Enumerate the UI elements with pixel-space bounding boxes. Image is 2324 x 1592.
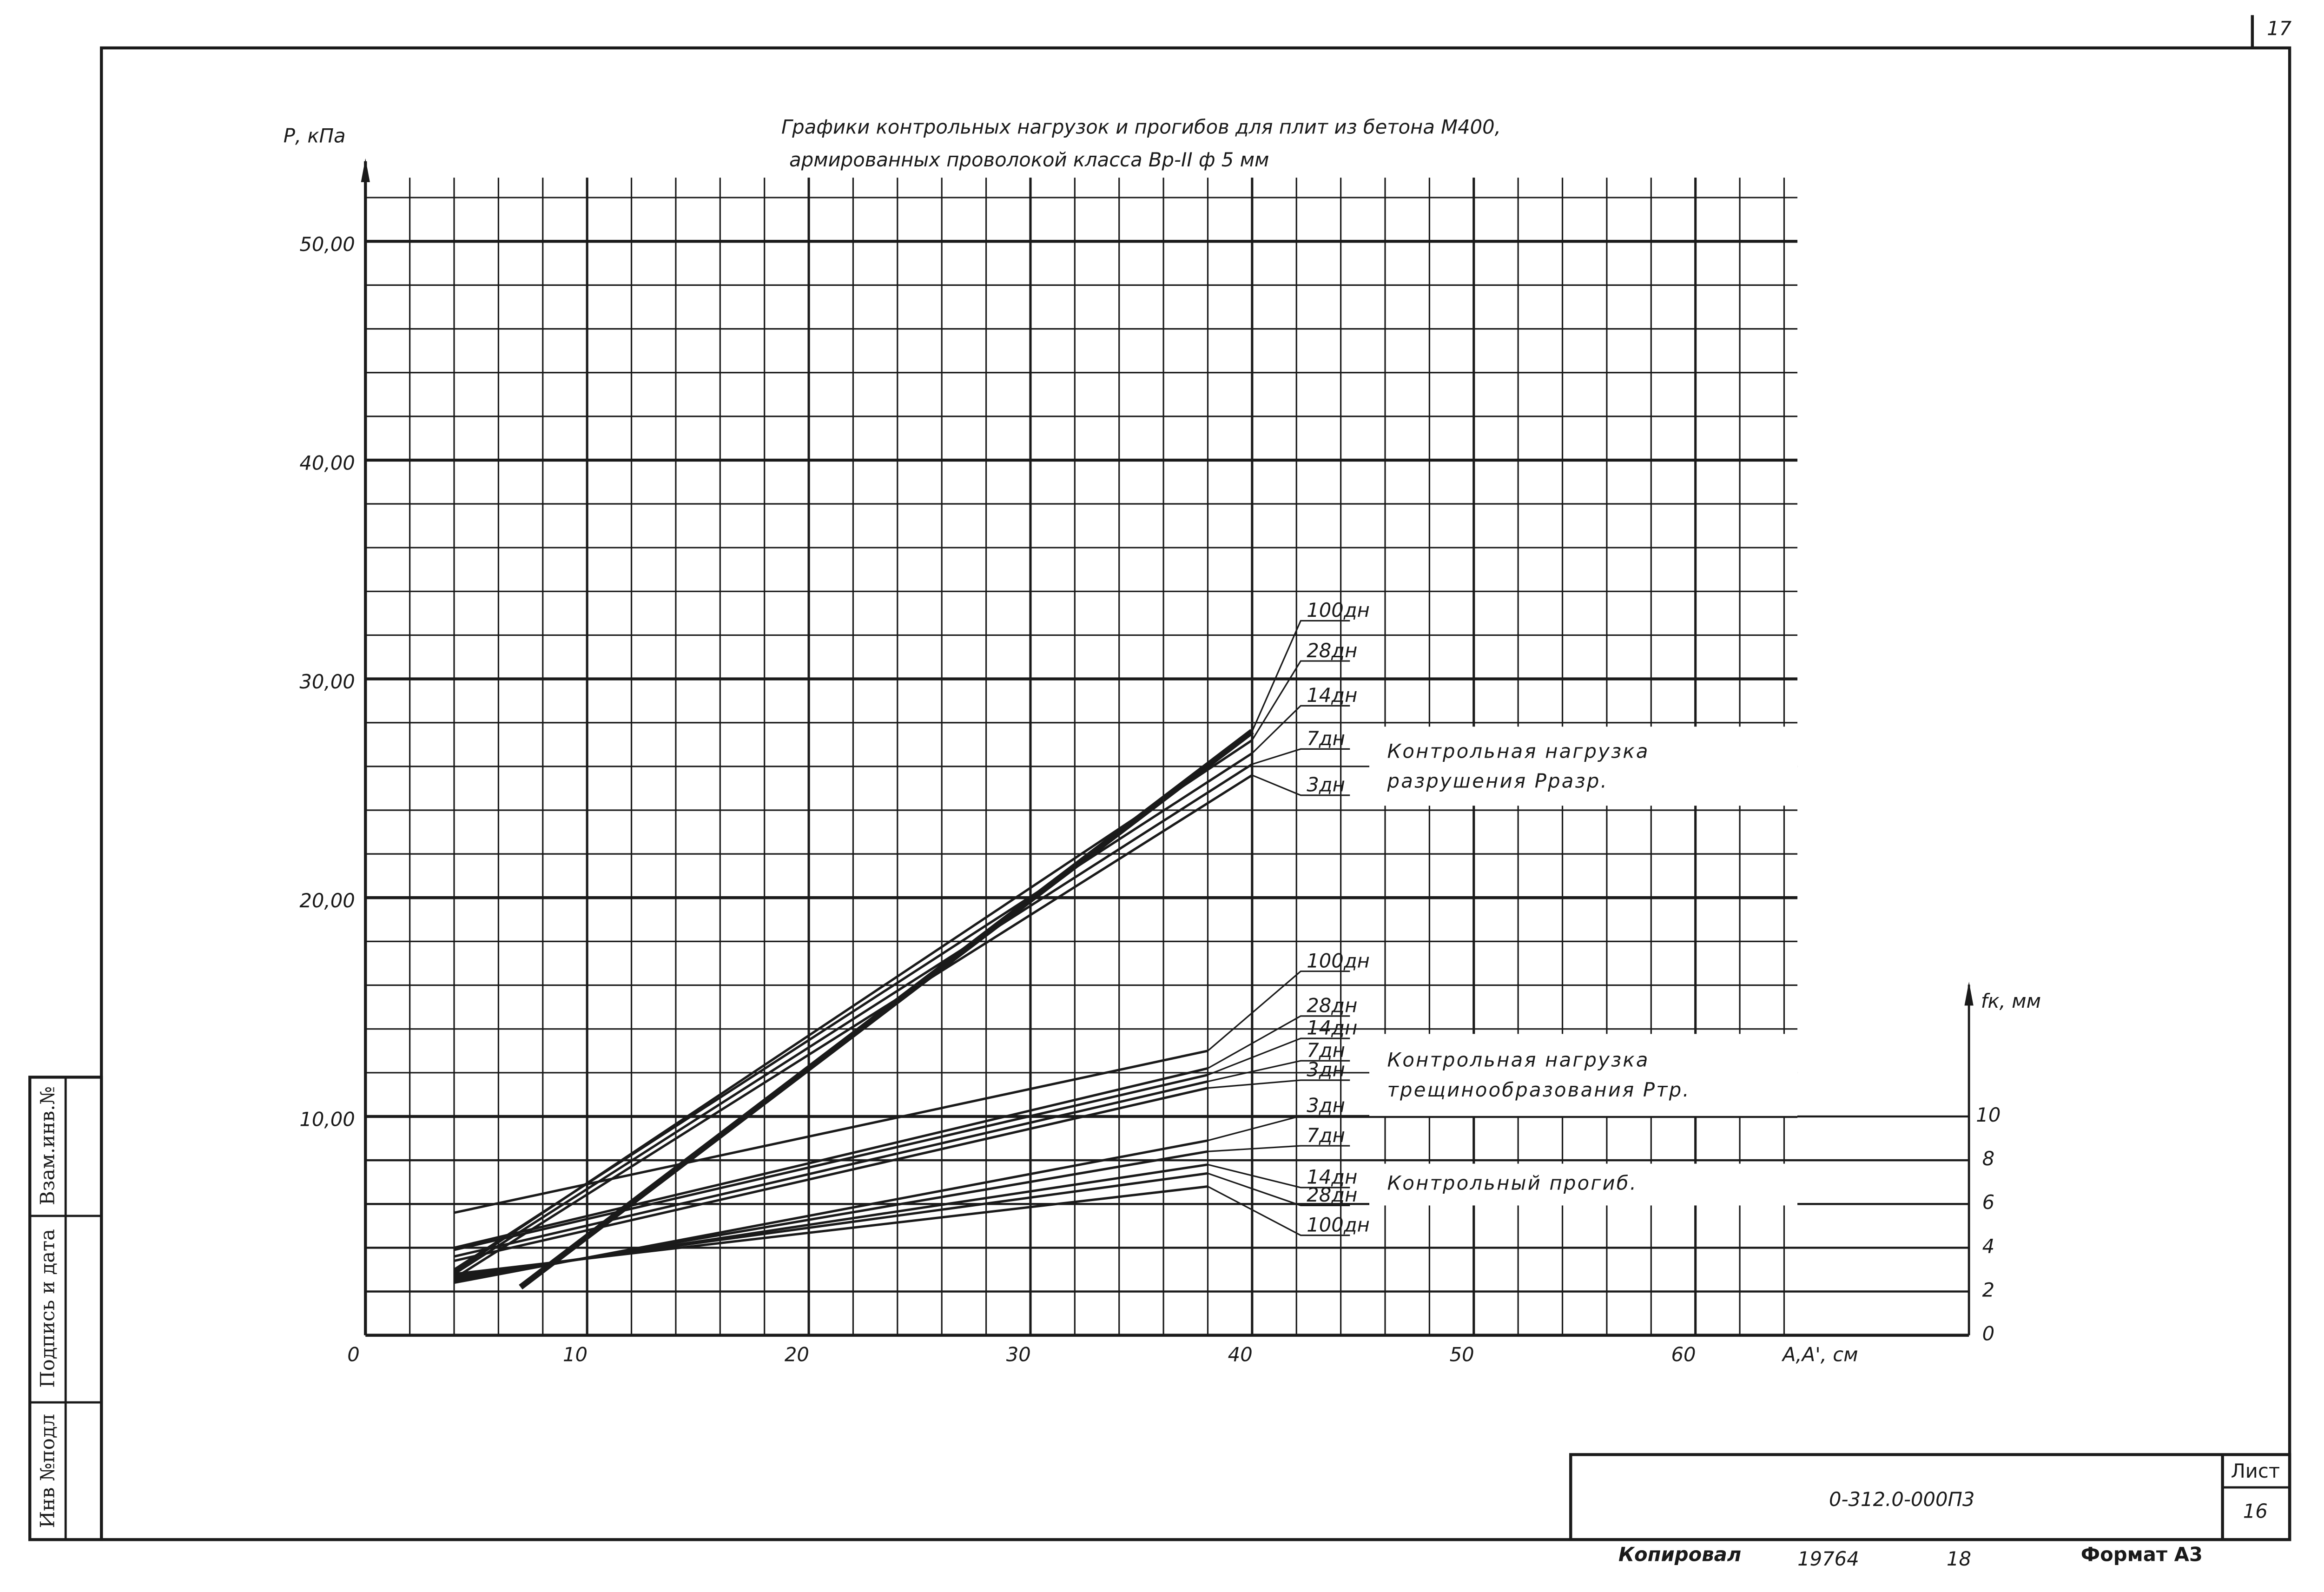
label-leader bbox=[1207, 1015, 1350, 1069]
series-line bbox=[453, 774, 1253, 1280]
y-tick-label: 10,00 bbox=[299, 1108, 355, 1131]
y-tick-label: 30,00 bbox=[299, 670, 355, 693]
series-line bbox=[454, 1185, 1208, 1275]
label-leader bbox=[1207, 1172, 1350, 1207]
label-leader bbox=[1252, 774, 1350, 796]
series-label: 14дн bbox=[1307, 1017, 1357, 1039]
series-label: 7дн bbox=[1307, 1124, 1345, 1147]
series-label: 28дн bbox=[1307, 1183, 1357, 1206]
x-tick-label: 50 bbox=[1450, 1343, 1474, 1366]
label-leader bbox=[1251, 660, 1350, 741]
label-leader bbox=[1252, 748, 1350, 765]
label-leader bbox=[1208, 1060, 1350, 1083]
y-tick-label: 40,00 bbox=[299, 452, 355, 475]
copied-label: Копировал bbox=[1618, 1543, 1741, 1566]
annotation: Контрольная нагрузка трещинообразования Р… bbox=[1387, 1049, 1690, 1101]
series-line bbox=[454, 1050, 1208, 1214]
label-leader bbox=[1208, 1079, 1350, 1089]
series-line bbox=[454, 1074, 1208, 1251]
title-block bbox=[1569, 1453, 2291, 1541]
series-label: 28дн bbox=[1307, 639, 1357, 662]
x-tick-label: 0 bbox=[347, 1343, 360, 1366]
series-label: 100дн bbox=[1307, 1213, 1370, 1236]
sheet-frame bbox=[100, 46, 2291, 1541]
copy-number: 18 bbox=[1947, 1547, 1971, 1570]
x-tick-label: 60 bbox=[1671, 1343, 1696, 1366]
x-tick-label: 40 bbox=[1228, 1343, 1253, 1366]
sheet-label: Лист bbox=[2231, 1460, 2280, 1482]
document-code: 0-312.0-000П3 bbox=[1829, 1488, 1975, 1511]
series-line bbox=[453, 763, 1253, 1275]
series-label: 28дн bbox=[1307, 994, 1357, 1017]
annotation: Контрольный прогиб. bbox=[1387, 1171, 1638, 1194]
label-leader bbox=[1207, 1186, 1350, 1236]
series-label: 3дн bbox=[1307, 773, 1345, 796]
y-axis-label: Р, кПа bbox=[284, 125, 346, 147]
x-axis-label: А,А', см bbox=[1781, 1343, 1858, 1366]
y2-tick-label: 6 bbox=[1982, 1191, 1995, 1214]
series-line bbox=[454, 1080, 1208, 1258]
label-leader bbox=[1208, 1145, 1350, 1152]
y-tick-label: 50,00 bbox=[299, 233, 355, 256]
stamp-label: Взам.инв.№ bbox=[36, 1086, 59, 1205]
stamp-label: Подпись и дата bbox=[36, 1229, 59, 1388]
y2-tick-label: 10 bbox=[1976, 1103, 2000, 1126]
label-leader bbox=[1208, 1163, 1350, 1189]
annotation-box bbox=[1369, 1163, 1798, 1206]
x-tick-label: 20 bbox=[785, 1343, 809, 1366]
series-label: 7дн bbox=[1307, 727, 1345, 750]
series-label: 3дн bbox=[1307, 1094, 1345, 1117]
series-label: 100дн bbox=[1307, 599, 1370, 621]
y-tick-label: 20,00 bbox=[299, 889, 355, 912]
annotation-box bbox=[1369, 1034, 1798, 1116]
label-leader bbox=[1207, 1037, 1350, 1076]
y2-axis-arrow bbox=[1964, 982, 1974, 1006]
label-leader bbox=[1207, 970, 1350, 1051]
series-line bbox=[454, 1067, 1208, 1249]
label-leader bbox=[1251, 705, 1350, 754]
series-line bbox=[454, 1087, 1208, 1262]
series-line bbox=[519, 729, 1254, 1290]
label-leader bbox=[1208, 1115, 1350, 1142]
x-tick-label: 30 bbox=[1006, 1343, 1031, 1366]
order-number: 19764 bbox=[1797, 1547, 1859, 1570]
y2-tick-label: 4 bbox=[1982, 1235, 1995, 1257]
format-label: Формат А3 bbox=[2081, 1543, 2203, 1566]
chart-title: Графики контрольных нагрузок и прогибов … bbox=[781, 115, 1501, 138]
stamp-label: Инв №подл bbox=[36, 1414, 59, 1528]
y2-tick-label: 8 bbox=[1982, 1147, 1995, 1170]
y2-axis-label: fк, мм bbox=[1981, 990, 2041, 1012]
y2-tick-label: 2 bbox=[1982, 1278, 1995, 1301]
chart-subtitle: армированных проволокой класса Вр-II ф 5… bbox=[789, 148, 1269, 171]
series-label: 3дн bbox=[1307, 1058, 1345, 1081]
label-leader bbox=[1251, 620, 1350, 732]
annotation: Контрольная нагрузка разрушения Рразр. bbox=[1387, 740, 1650, 792]
annotation-box bbox=[1369, 727, 1798, 806]
x-tick-label: 10 bbox=[563, 1343, 588, 1366]
series-label: 7дн bbox=[1307, 1039, 1345, 1062]
sheet-number: 16 bbox=[2243, 1500, 2268, 1523]
series-label: 14дн bbox=[1307, 684, 1357, 707]
y2-tick-label: 0 bbox=[1982, 1322, 1995, 1345]
series-label: 100дн bbox=[1307, 949, 1370, 972]
page-number: 17 bbox=[2267, 17, 2292, 40]
series-label: 14дн bbox=[1307, 1166, 1357, 1189]
y-axis-arrow bbox=[361, 158, 370, 182]
